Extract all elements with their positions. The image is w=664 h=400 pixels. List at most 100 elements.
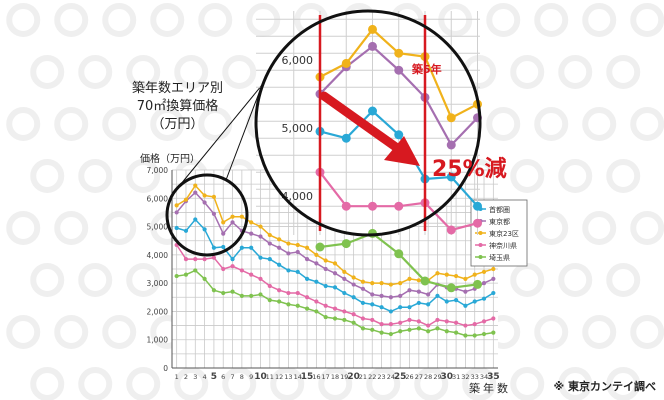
- x-tick-label: 33: [471, 373, 479, 381]
- data-point: [221, 220, 226, 225]
- data-point: [286, 251, 291, 256]
- data-point: [295, 249, 300, 255]
- data-point: [314, 309, 319, 314]
- data-point: [295, 290, 300, 296]
- inset-data-point: [394, 249, 404, 259]
- data-point: [277, 288, 282, 293]
- data-point: [230, 257, 235, 262]
- data-point: [472, 272, 477, 277]
- data-point: [202, 227, 207, 232]
- data-point: [258, 234, 263, 239]
- decline-arrow-head: [384, 136, 420, 166]
- data-point: [407, 288, 412, 293]
- data-point: [444, 329, 449, 334]
- bg-mark: [270, 367, 305, 400]
- x-tick-label: 23: [377, 373, 385, 381]
- data-point: [174, 210, 179, 215]
- data-point: [267, 257, 272, 262]
- bg-mark: [150, 3, 185, 37]
- x-tick-label: 8: [240, 373, 244, 381]
- x-tick-label: 18: [331, 373, 339, 381]
- data-point: [277, 237, 282, 242]
- data-point: [398, 329, 403, 334]
- bg-mark: [78, 159, 113, 193]
- connector-line: [225, 84, 263, 181]
- data-point: [286, 268, 291, 273]
- data-point: [360, 300, 366, 306]
- bg-mark: [102, 107, 137, 141]
- bg-mark: [150, 107, 185, 141]
- data-point: [398, 281, 403, 286]
- data-point: [249, 272, 254, 277]
- data-point: [183, 257, 189, 262]
- data-point: [174, 225, 179, 231]
- bg-mark: [534, 107, 569, 141]
- y-tick-label: 6,000: [147, 194, 169, 203]
- data-point: [183, 197, 189, 202]
- x-tick-label: 20: [347, 372, 360, 382]
- data-point: [258, 224, 263, 229]
- data-point: [342, 269, 347, 274]
- data-point: [221, 244, 226, 250]
- data-point: [407, 305, 412, 310]
- x-tick-label: 28: [424, 373, 432, 381]
- data-point: [342, 317, 347, 323]
- data-point: [453, 330, 459, 335]
- inset-data-point: [341, 239, 351, 249]
- data-point: [351, 282, 356, 287]
- data-point: [193, 190, 198, 195]
- data-point: [388, 295, 393, 300]
- x-tick-label: 6: [221, 373, 225, 381]
- data-point: [267, 241, 272, 246]
- bg-mark: [78, 263, 113, 297]
- data-point: [332, 285, 338, 290]
- data-point: [351, 320, 356, 325]
- data-point: [304, 245, 310, 250]
- legend-marker: [478, 243, 483, 247]
- bg-mark: [78, 55, 113, 89]
- data-point: [202, 276, 207, 281]
- data-point: [370, 317, 375, 323]
- inset-data-point: [394, 65, 404, 75]
- data-point: [351, 275, 356, 280]
- data-point: [444, 299, 449, 304]
- data-point: [426, 292, 431, 297]
- data-point: [277, 245, 282, 250]
- bg-mark: [582, 211, 617, 245]
- data-point: [491, 276, 496, 281]
- data-point: [453, 298, 459, 303]
- data-point: [491, 266, 496, 272]
- bg-mark: [558, 55, 593, 89]
- bg-mark: [510, 159, 545, 193]
- inset-data-point: [420, 276, 430, 286]
- inset-data-point: [394, 130, 404, 140]
- bg-mark: [126, 367, 161, 400]
- data-point: [351, 295, 356, 300]
- data-point: [314, 299, 319, 304]
- legend-label: 神奈川県: [489, 241, 517, 250]
- data-point: [360, 279, 366, 284]
- data-point: [435, 326, 440, 331]
- bg-mark: [54, 107, 89, 141]
- data-point: [416, 278, 421, 283]
- data-point: [416, 289, 421, 294]
- data-point: [277, 262, 282, 267]
- series-group: [174, 183, 496, 287]
- data-point: [491, 290, 496, 296]
- x-tick-label: 24: [387, 373, 395, 381]
- x-tick-label: 13: [284, 373, 292, 381]
- data-point: [239, 293, 244, 298]
- legend-marker: [478, 255, 483, 259]
- inset-data-point: [446, 225, 456, 235]
- data-point: [267, 232, 272, 238]
- bg-mark: [558, 367, 593, 400]
- bg-mark: [174, 367, 209, 400]
- x-tick-label: 4: [203, 373, 207, 381]
- bg-mark: [606, 55, 641, 89]
- data-point: [323, 266, 328, 272]
- chart-title-line: 70㎡換算価格: [136, 99, 219, 114]
- y-axis-label: 価格（万円）: [140, 152, 200, 165]
- data-point: [174, 203, 179, 208]
- data-point: [314, 279, 319, 284]
